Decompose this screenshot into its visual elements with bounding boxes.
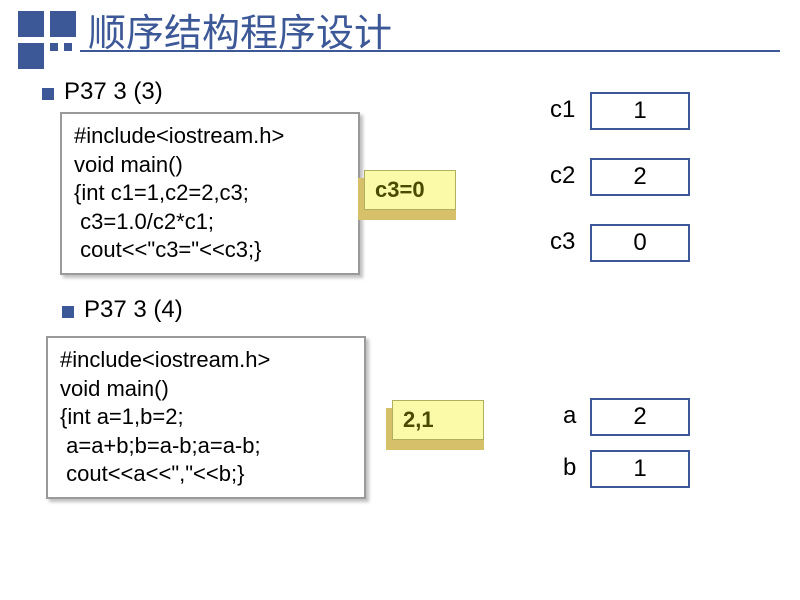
var-box-c1: 1: [590, 92, 690, 130]
var-label-c2: c2: [550, 162, 575, 190]
var-label-c1: c1: [550, 96, 575, 124]
title-square: [50, 11, 76, 37]
title-underline: [80, 50, 780, 52]
page-title: 顺序结构程序设计: [88, 2, 392, 57]
title-square-small: [50, 43, 58, 51]
result-2: 2,1: [392, 400, 484, 440]
code-block-2: #include<iostream.h> void main() {int a=…: [46, 336, 366, 499]
bullet-icon: [42, 88, 54, 100]
code-block-1: #include<iostream.h> void main() {int c1…: [60, 112, 360, 275]
var-box-b: 1: [590, 450, 690, 488]
var-label-a: a: [563, 402, 576, 430]
var-box-a: 2: [590, 398, 690, 436]
var-box-c2: 2: [590, 158, 690, 196]
title-square: [18, 11, 44, 37]
title-square-small: [64, 43, 72, 51]
bullet-icon: [62, 306, 74, 318]
var-box-c3: 0: [590, 224, 690, 262]
var-label-b: b: [563, 454, 576, 482]
result-1: c3=0: [364, 170, 456, 210]
section1-label: P37 3 (3): [64, 78, 163, 106]
title-square: [18, 43, 44, 69]
section2-label: P37 3 (4): [84, 296, 183, 324]
var-label-c3: c3: [550, 228, 575, 256]
